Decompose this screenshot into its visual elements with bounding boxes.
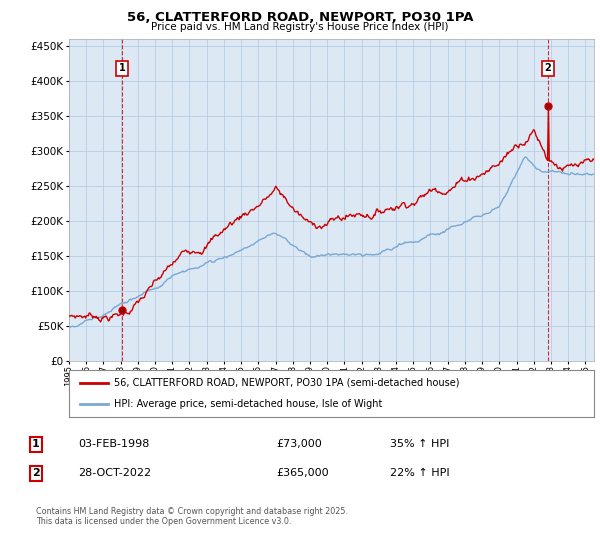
Text: 56, CLATTERFORD ROAD, NEWPORT, PO30 1PA: 56, CLATTERFORD ROAD, NEWPORT, PO30 1PA <box>127 11 473 24</box>
Text: 56, CLATTERFORD ROAD, NEWPORT, PO30 1PA (semi-detached house): 56, CLATTERFORD ROAD, NEWPORT, PO30 1PA … <box>113 378 459 388</box>
Text: £365,000: £365,000 <box>276 468 329 478</box>
Text: 03-FEB-1998: 03-FEB-1998 <box>78 439 149 449</box>
Text: 35% ↑ HPI: 35% ↑ HPI <box>390 439 449 449</box>
Text: 28-OCT-2022: 28-OCT-2022 <box>78 468 151 478</box>
Text: 2: 2 <box>32 468 40 478</box>
Text: 1: 1 <box>119 63 125 73</box>
Text: 1: 1 <box>32 439 40 449</box>
Text: 2: 2 <box>545 63 551 73</box>
Text: Price paid vs. HM Land Registry's House Price Index (HPI): Price paid vs. HM Land Registry's House … <box>151 22 449 32</box>
Text: £73,000: £73,000 <box>276 439 322 449</box>
Text: 22% ↑ HPI: 22% ↑ HPI <box>390 468 449 478</box>
Text: Contains HM Land Registry data © Crown copyright and database right 2025.
This d: Contains HM Land Registry data © Crown c… <box>36 507 348 526</box>
Text: HPI: Average price, semi-detached house, Isle of Wight: HPI: Average price, semi-detached house,… <box>113 399 382 409</box>
